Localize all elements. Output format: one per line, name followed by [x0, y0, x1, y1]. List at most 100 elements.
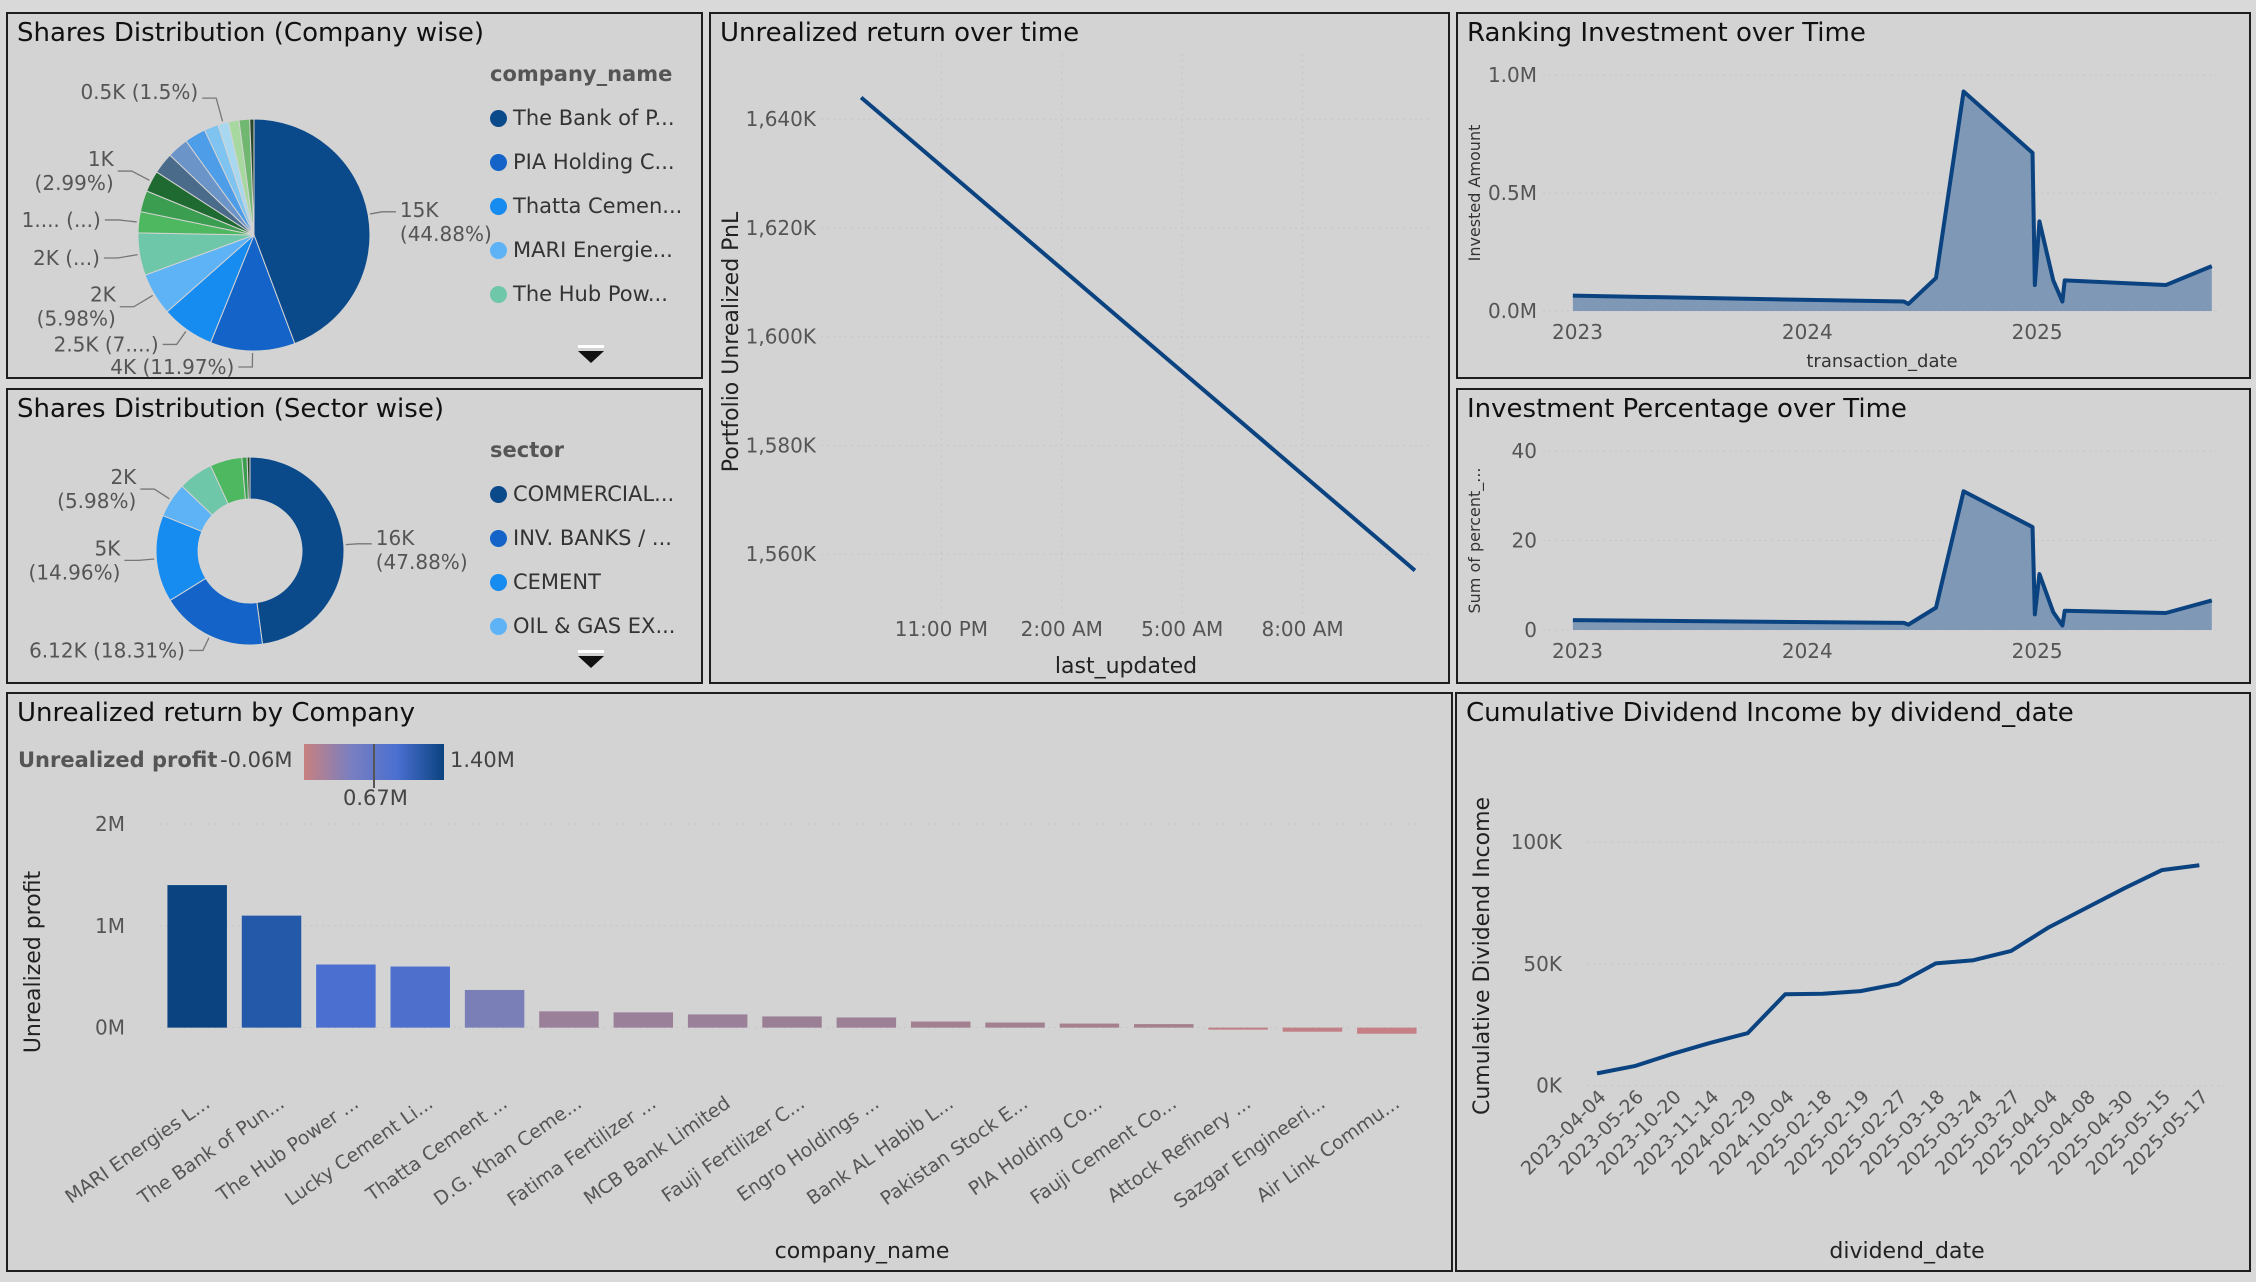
x-tick-label: 11:00 PM [895, 617, 988, 641]
gradient-mid-tick [373, 744, 375, 788]
legend-item[interactable]: CEMENT [490, 560, 675, 604]
leader-line [345, 543, 372, 546]
legend-swatch [490, 617, 507, 635]
legend-label: OIL & GAS EX... [513, 614, 676, 638]
y-tick-label: 0 [1524, 618, 1537, 642]
unrealized-time-chart[interactable]: 1,560K 1,580K 1,600K 1,620K 1,640K 11:00 PM 2:… [711, 14, 1450, 684]
leader-line [103, 254, 138, 259]
bar [1282, 1027, 1343, 1032]
y-tick-label: 1,580K [746, 433, 817, 457]
leader-line [119, 294, 154, 308]
bar [1357, 1027, 1417, 1034]
x-tick-label: 2023 [1552, 320, 1603, 344]
x-tick-label: 5:00 AM [1141, 617, 1223, 641]
bar [316, 964, 376, 1028]
gradient-min: -0.06M [220, 748, 293, 772]
leader-line [140, 488, 170, 500]
bar [1134, 1024, 1194, 1028]
bar [836, 1017, 897, 1028]
gradient-max: 1.40M [450, 748, 515, 772]
x-tick-label: 2025 [2012, 639, 2063, 663]
company-pie-title: Shares Distribution (Company wise) [17, 18, 485, 48]
legend-title: sector [490, 438, 565, 462]
data-label: (5.98%) [37, 307, 116, 331]
x-tick-label: 2024 [1782, 320, 1833, 344]
x-axis-label: last_updated [1055, 654, 1197, 679]
dividend-chart[interactable]: 0K50K100K2023-04-042023-05-262023-10-202… [1457, 694, 2251, 1272]
y-tick-label: 2M [95, 812, 125, 836]
y-tick-label: 1,620K [746, 216, 817, 240]
legend-item[interactable]: PIA Holding C... [490, 140, 682, 184]
leader-line [124, 558, 155, 561]
y-tick-label: 1,640K [746, 107, 817, 131]
sector-donut-panel: Shares Distribution (Sector wise) 16K (47… [6, 388, 703, 684]
unrealized-time-panel: Unrealized return over time 1,560K 1,580K… [709, 12, 1450, 684]
legend-item[interactable]: Thatta Cemen... [490, 184, 682, 228]
percentage-chart[interactable]: 0 20 40 2023 2024 2025 Sum of percent_... [1458, 390, 2251, 684]
data-label: 15K [400, 198, 439, 222]
y-axis-label: Cumulative Dividend Income [1470, 797, 1495, 1115]
bar [390, 966, 450, 1028]
dividend-title: Cumulative Dividend Income by dividend_d… [1466, 698, 2074, 728]
data-label: 1K [88, 147, 115, 171]
legend-swatch [490, 529, 507, 547]
bar [1059, 1023, 1120, 1028]
pie-slice [253, 118, 371, 345]
data-label: (44.88%) [400, 222, 492, 246]
legend-swatch [490, 573, 507, 591]
data-label: 2K [90, 283, 117, 307]
gradient-mid: 0.67M [343, 786, 408, 810]
bar [1208, 1027, 1268, 1030]
legend-swatch [490, 241, 507, 259]
data-label: 0.5K (1.5%) [80, 80, 198, 104]
legend-item[interactable]: The Hub Pow... [490, 272, 682, 316]
y-tick-label: 0.5M [1488, 181, 1537, 205]
chevron-down-icon[interactable] [578, 345, 604, 363]
legend-label: PIA Holding C... [513, 150, 675, 174]
company-pie-chart[interactable]: 15K(44.88%) 4K (11.97%)2.5K (7....) 2K(5.9… [8, 14, 703, 379]
legend-item[interactable]: MARI Energie... [490, 228, 682, 272]
series-line [1572, 89, 2213, 306]
y-tick-label: 1,600K [746, 325, 817, 349]
percentage-panel: Investment Percentage over Time 0 20 40 202… [1456, 388, 2251, 684]
leader-line [202, 97, 224, 122]
sector-legend: sector COMMERCIAL... INV. BANKS / ... CEME… [490, 438, 675, 648]
legend-item[interactable]: The Bank of P... [490, 96, 682, 140]
x-tick-label: 2024 [1782, 639, 1833, 663]
y-tick-label: 0.0M [1488, 299, 1537, 323]
leader-line [162, 330, 187, 346]
data-label: (2.99%) [35, 171, 114, 195]
legend-label: COMMERCIAL... [513, 482, 675, 506]
legend-item[interactable]: INV. BANKS / ... [490, 516, 675, 560]
series-line [1596, 863, 2200, 1076]
data-label: 16K [376, 526, 415, 550]
unrealized-time-title: Unrealized return over time [720, 18, 1080, 48]
ranking-chart[interactable]: 0.0M 0.5M 1.0M 2023 2024 2025 transaction_date… [1458, 14, 2251, 379]
by-company-title: Unrealized return by Company [17, 698, 416, 728]
legend-item[interactable]: COMMERCIAL... [490, 472, 675, 516]
leader-line [238, 352, 254, 368]
y-tick-label: 0K [1536, 1074, 1563, 1098]
by-company-panel: Unrealized return by Company Unrealized … [6, 692, 1453, 1272]
x-axis-label: transaction_date [1806, 351, 1957, 372]
legend-item[interactable]: OIL & GAS EX... [490, 604, 675, 648]
sector-donut-chart[interactable]: 16K(47.88%) 6.12K (18.31%) 5K(14.96%) 2K(5.… [8, 390, 703, 684]
legend-label: CEMENT [513, 570, 601, 594]
data-label: 2K [110, 465, 137, 489]
chevron-down-icon[interactable] [578, 650, 604, 668]
sector-donut-title: Shares Distribution (Sector wise) [17, 394, 444, 424]
ranking-panel: Ranking Investment over Time 0.0M 0.5M 1.0… [1456, 12, 2251, 379]
legend-swatch [490, 197, 507, 215]
leader-line [104, 219, 137, 223]
leader-line [117, 170, 150, 181]
y-axis-label: Unrealized profit [21, 870, 46, 1053]
percentage-title: Investment Percentage over Time [1467, 394, 1907, 424]
leader-line [369, 211, 396, 215]
pie-slice [249, 118, 255, 236]
bar [167, 885, 227, 1028]
legend-label: The Bank of P... [513, 106, 675, 130]
data-label: 1.... (...) [22, 208, 101, 232]
leader-line [188, 637, 210, 652]
series-area [1572, 491, 2212, 630]
